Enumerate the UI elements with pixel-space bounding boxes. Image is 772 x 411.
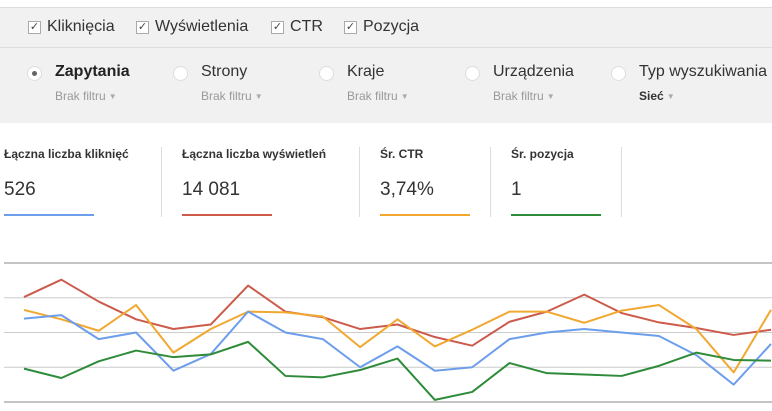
checkbox-clicks[interactable]: ✓ Kliknięcia — [28, 18, 115, 36]
metric-value: 1 — [511, 179, 522, 200]
dimension-pages[interactable]: Strony Brak filtru ▼ — [173, 63, 263, 103]
radio-icon[interactable] — [611, 66, 626, 81]
metric-value: 3,74% — [380, 179, 434, 200]
metric-color-bar — [380, 214, 470, 216]
series-line-2[interactable] — [23, 310, 772, 386]
metric-color-bar — [4, 214, 94, 216]
dimension-search-type[interactable]: Typ wyszukiwania Sieć ▼ — [611, 63, 768, 103]
checkbox-icon: ✓ — [271, 20, 284, 34]
metric-total-impressions[interactable]: Łączna liczba wyświetleń 14 081 — [182, 147, 326, 217]
filter-panel: ✓ Kliknięcia ✓ Wyświetlenia ✓ CTR ✓ Pozycja … — [0, 7, 772, 123]
radio-icon[interactable] — [173, 66, 188, 81]
filter-value: Sieć — [639, 89, 664, 103]
radio-icon[interactable] — [465, 66, 480, 81]
checkbox-ctr[interactable]: ✓ CTR — [271, 18, 323, 36]
checkbox-label: Wyświetlenia — [155, 18, 249, 35]
dimension-queries[interactable]: Zapytania Brak filtru ▼ — [27, 63, 130, 103]
radio-icon[interactable] — [319, 66, 334, 81]
filter-value: Brak filtru — [201, 89, 252, 103]
metric-checkbox-row: ✓ Kliknięcia ✓ Wyświetlenia ✓ CTR ✓ Pozycja — [0, 8, 772, 48]
filter-dropdown[interactable]: Brak filtru ▼ — [201, 89, 263, 103]
filter-value: Brak filtru — [55, 89, 106, 103]
checkbox-position[interactable]: ✓ Pozycja — [344, 18, 419, 36]
filter-dropdown[interactable]: Brak filtru ▼ — [347, 89, 409, 103]
caret-down-icon: ▼ — [400, 92, 409, 102]
divider — [621, 147, 622, 217]
filter-value: Brak filtru — [347, 89, 398, 103]
filter-value: Brak filtru — [493, 89, 544, 103]
caret-down-icon: ▼ — [666, 92, 675, 102]
divider — [490, 147, 491, 217]
filter-dropdown[interactable]: Brak filtru ▼ — [493, 89, 574, 103]
metric-label: Łączna liczba kliknięć — [4, 147, 129, 161]
series-line-3[interactable] — [23, 340, 772, 401]
dimension-label: Zapytania — [55, 63, 130, 80]
dimension-label: Typ wyszukiwania — [639, 63, 768, 80]
metric-label: Śr. pozycja — [511, 147, 574, 161]
dimension-label: Strony — [201, 63, 248, 80]
checkbox-impressions[interactable]: ✓ Wyświetlenia — [136, 18, 248, 36]
metric-color-bar — [511, 214, 601, 216]
metric-avg-position[interactable]: Śr. pozycja 1 — [511, 147, 601, 217]
dimension-countries[interactable]: Kraje Brak filtru ▼ — [319, 63, 409, 103]
dimension-label: Urządzenia — [493, 63, 574, 80]
checkbox-icon: ✓ — [136, 20, 149, 34]
dimension-label: Kraje — [347, 63, 385, 80]
radio-selected-icon[interactable] — [27, 66, 42, 81]
metric-value: 526 — [4, 179, 36, 200]
metric-total-clicks[interactable]: Łączna liczba kliknięć 526 — [4, 147, 129, 217]
checkbox-label: Pozycja — [363, 18, 420, 35]
series-line-0[interactable] — [23, 278, 772, 347]
metric-label: Śr. CTR — [380, 147, 424, 161]
metric-color-bar — [182, 214, 272, 216]
divider — [161, 147, 162, 217]
dimension-devices[interactable]: Urządzenia Brak filtru ▼ — [465, 63, 574, 103]
filter-dropdown[interactable]: Brak filtru ▼ — [55, 89, 130, 103]
checkbox-icon: ✓ — [344, 20, 357, 34]
divider — [359, 147, 360, 217]
checkbox-label: CTR — [290, 18, 323, 35]
checkbox-icon: ✓ — [28, 20, 41, 34]
caret-down-icon: ▼ — [546, 92, 555, 102]
filter-dropdown[interactable]: Sieć ▼ — [639, 89, 767, 103]
metric-avg-ctr[interactable]: Śr. CTR 3,74% — [380, 147, 470, 217]
series-line-1[interactable] — [23, 304, 772, 374]
caret-down-icon: ▼ — [254, 92, 263, 102]
caret-down-icon: ▼ — [108, 92, 117, 102]
metric-value: 14 081 — [182, 179, 241, 200]
performance-chart[interactable] — [0, 255, 772, 411]
checkbox-label: Kliknięcia — [47, 18, 115, 35]
metric-label: Łączna liczba wyświetleń — [182, 147, 327, 161]
